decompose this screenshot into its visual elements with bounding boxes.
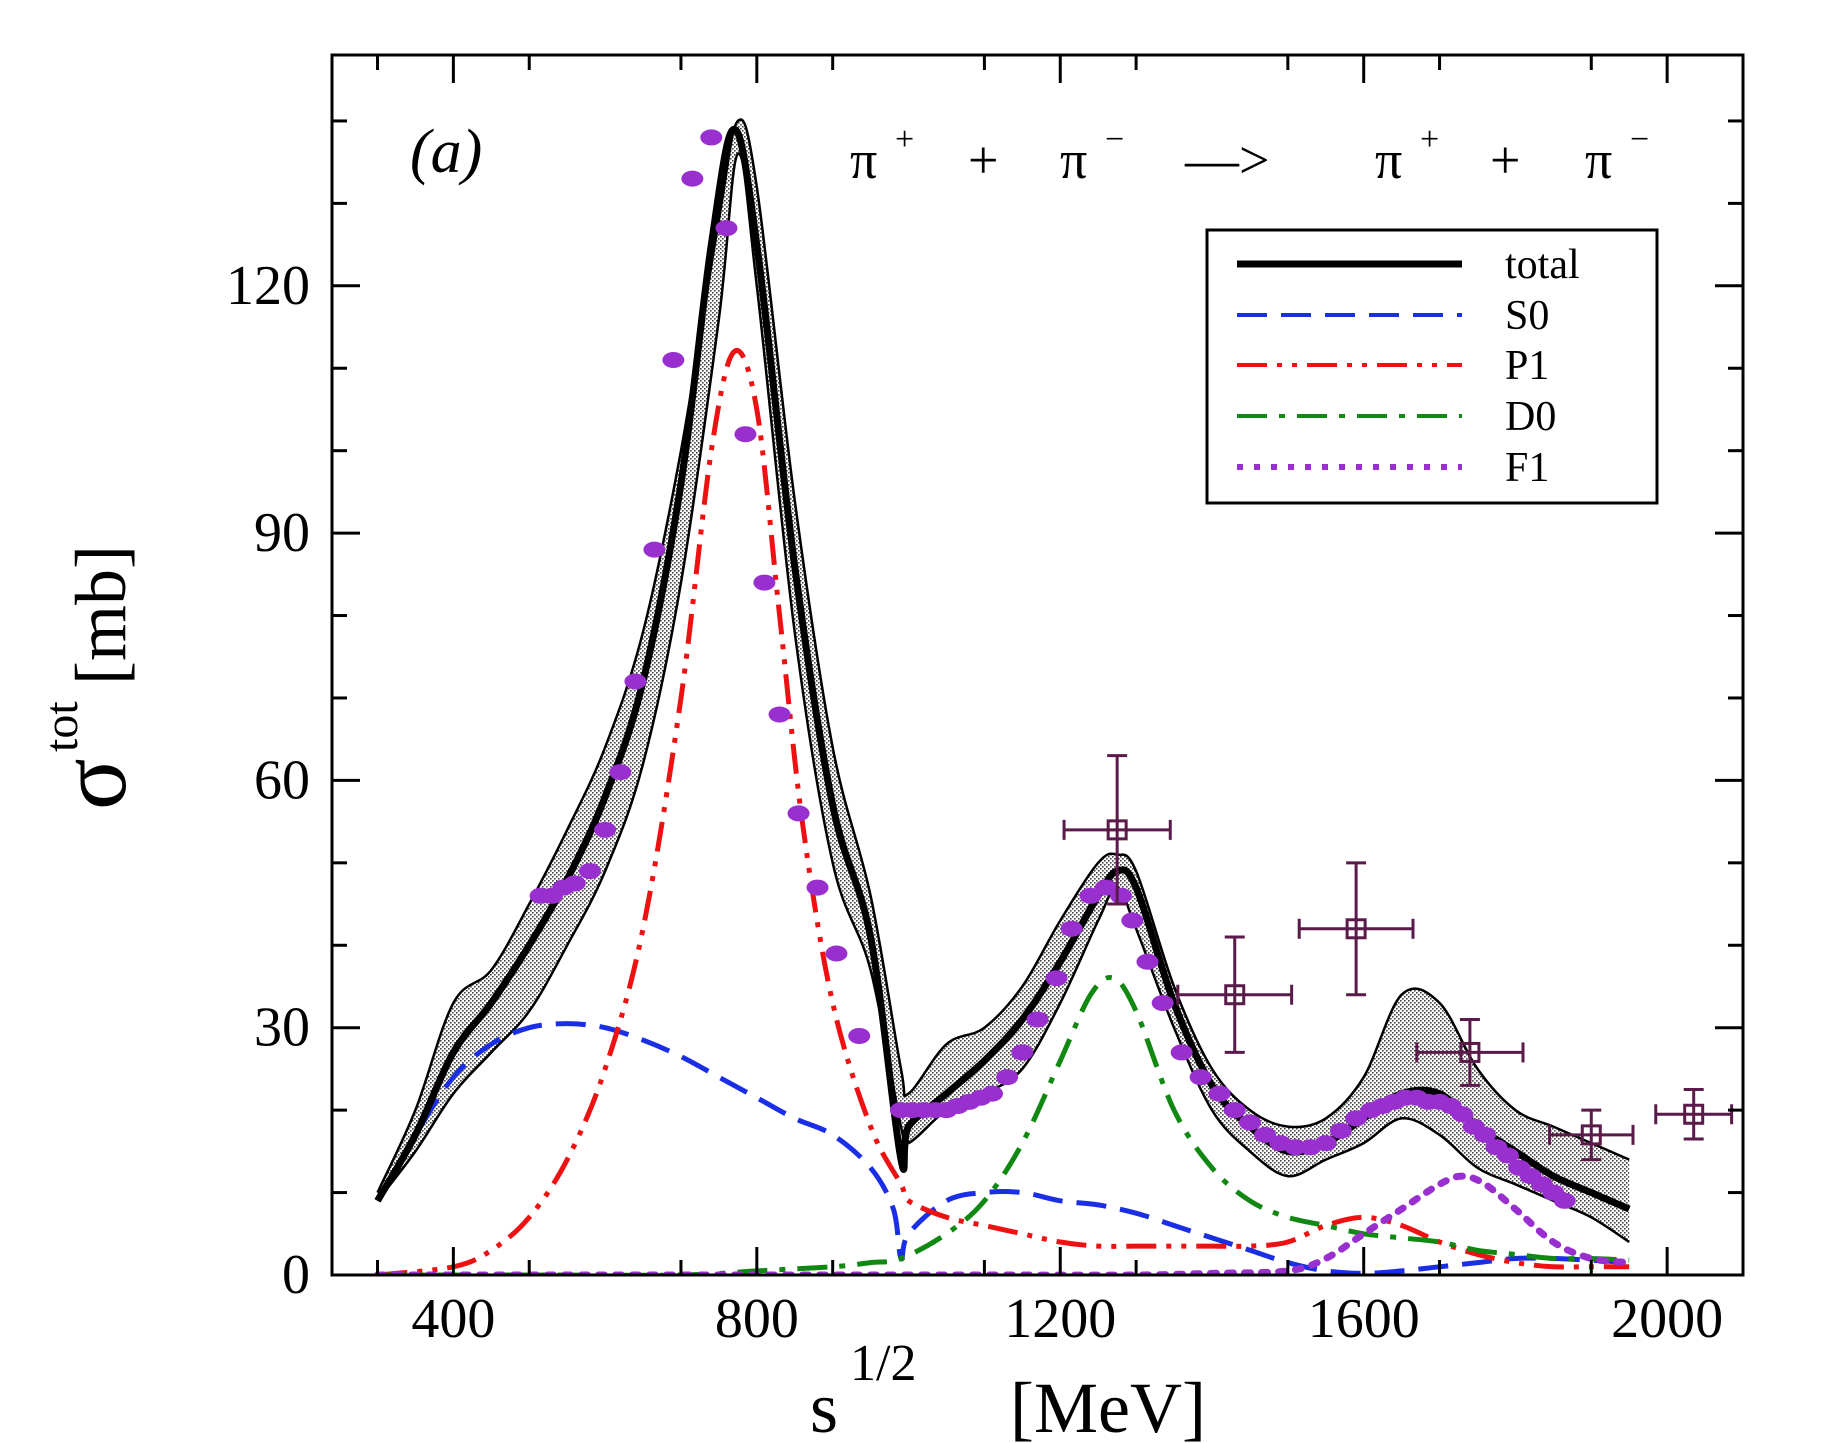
marker-point bbox=[1496, 1147, 1519, 1164]
marker-point bbox=[753, 574, 776, 591]
y-axis-title-base: σ bbox=[39, 758, 146, 810]
marker-point bbox=[825, 945, 848, 962]
marker-point bbox=[996, 1069, 1019, 1086]
marker-point bbox=[1451, 1106, 1474, 1123]
x-axis-title-base: s bbox=[810, 1368, 838, 1443]
reaction-charge-4: − bbox=[1630, 121, 1649, 158]
x-tick-label: 800 bbox=[715, 1288, 799, 1350]
data-point bbox=[1062, 754, 1172, 906]
marker-point bbox=[1314, 1135, 1337, 1152]
marker-point bbox=[609, 764, 632, 781]
marker-point bbox=[787, 805, 810, 822]
series-line-d0 bbox=[377, 975, 1630, 1275]
marker-point bbox=[1109, 887, 1132, 904]
reaction-pi-3: π bbox=[1375, 130, 1402, 190]
data-point-square bbox=[1580, 1124, 1602, 1146]
legend-label-s0: S0 bbox=[1505, 293, 1549, 339]
data-point-square bbox=[1106, 819, 1128, 841]
marker-point bbox=[715, 220, 738, 237]
y-tick-label: 30 bbox=[254, 997, 310, 1059]
reaction-plus-2: + bbox=[1490, 130, 1520, 190]
series-line-s0 bbox=[375, 1021, 1630, 1275]
legend: total S0 P1 D0 F1 bbox=[1205, 228, 1659, 505]
y-tick-label: 60 bbox=[254, 749, 310, 811]
data-point-square bbox=[1683, 1103, 1705, 1125]
marker-point bbox=[681, 170, 704, 187]
marker-point bbox=[1329, 1122, 1352, 1139]
marker-point bbox=[1284, 1139, 1307, 1156]
reaction-plus-1: + bbox=[968, 130, 998, 190]
marker-point bbox=[1170, 1044, 1193, 1061]
marker-point bbox=[1094, 879, 1117, 896]
data-point-square bbox=[1224, 984, 1246, 1006]
data-point bbox=[1415, 1017, 1525, 1087]
x-tick-label: 1600 bbox=[1308, 1288, 1420, 1350]
marker-point bbox=[1151, 994, 1174, 1011]
marker-point bbox=[768, 706, 791, 723]
marker-point bbox=[1553, 1192, 1576, 1209]
x-tick-label: 1200 bbox=[1004, 1288, 1116, 1350]
band-upper-edge bbox=[376, 118, 1630, 1194]
data-point bbox=[1548, 1108, 1635, 1162]
marker-point bbox=[1345, 1110, 1368, 1127]
data-point-square bbox=[1345, 918, 1367, 940]
marker-point bbox=[1238, 1114, 1261, 1131]
marker-point bbox=[578, 863, 601, 880]
marker-point bbox=[1060, 920, 1083, 937]
marker-point bbox=[1189, 1069, 1212, 1086]
reaction-title: π + + π − —> π + + π − bbox=[850, 102, 1649, 190]
reaction-pi-1: π bbox=[850, 130, 877, 190]
marker-point bbox=[662, 352, 685, 368]
x-axis-title-sup: 1/2 bbox=[850, 1335, 916, 1392]
y-tick-label: 90 bbox=[254, 502, 310, 564]
marker-point bbox=[1045, 970, 1068, 987]
reaction-charge-3: + bbox=[1420, 121, 1439, 158]
reaction-pi-4: π bbox=[1585, 130, 1612, 190]
y-tick-label: 120 bbox=[226, 255, 310, 317]
x-tick-label: 400 bbox=[411, 1288, 495, 1350]
marker-point bbox=[848, 1027, 871, 1044]
marker-point bbox=[1121, 912, 1144, 929]
reaction-charge-2: − bbox=[1105, 121, 1124, 158]
marker-point bbox=[806, 879, 829, 896]
reaction-arrow: —> bbox=[1184, 130, 1269, 190]
marker-point bbox=[1208, 1085, 1231, 1102]
marker-point bbox=[980, 1085, 1003, 1102]
y-axis-title-unit: [mb] bbox=[61, 545, 141, 685]
reaction-pi-2: π bbox=[1060, 130, 1087, 190]
marker-point bbox=[734, 426, 757, 443]
series-line-f1 bbox=[374, 1172, 1633, 1275]
marker-point bbox=[1011, 1044, 1034, 1061]
marker-point bbox=[1079, 887, 1102, 904]
data-point bbox=[1176, 935, 1294, 1054]
marker-point bbox=[594, 821, 617, 838]
plot-frame bbox=[330, 53, 1745, 1277]
legend-label-total: total bbox=[1505, 242, 1580, 288]
marker-point bbox=[1223, 1102, 1246, 1119]
data-point bbox=[1297, 861, 1415, 997]
marker-point bbox=[1254, 1126, 1277, 1143]
y-axis-title-sup: tot bbox=[35, 701, 88, 752]
y-axis-title: σ tot [mb] bbox=[13, 545, 146, 810]
marker-point bbox=[1136, 953, 1159, 970]
reaction-charge-1: + bbox=[895, 121, 914, 158]
legend-label-f1: F1 bbox=[1505, 445, 1549, 491]
marker-point bbox=[643, 541, 666, 558]
marker-point bbox=[700, 129, 723, 146]
data-point-square bbox=[1459, 1041, 1481, 1063]
marker-point bbox=[624, 673, 647, 690]
x-tick-label: 2000 bbox=[1611, 1288, 1723, 1350]
legend-label-d0: D0 bbox=[1505, 394, 1556, 440]
data-point bbox=[1654, 1088, 1734, 1141]
panel-label: (a) bbox=[410, 118, 482, 186]
marker-point bbox=[563, 875, 586, 892]
legend-label-p1: P1 bbox=[1505, 343, 1549, 389]
marker-point bbox=[1474, 1126, 1497, 1143]
x-axis-title-unit: [MeV] bbox=[1010, 1368, 1206, 1443]
x-axis-title: s 1/2 [MeV] bbox=[810, 1316, 1206, 1443]
marker-point bbox=[1026, 1011, 1049, 1028]
y-tick-label: 0 bbox=[282, 1244, 310, 1306]
